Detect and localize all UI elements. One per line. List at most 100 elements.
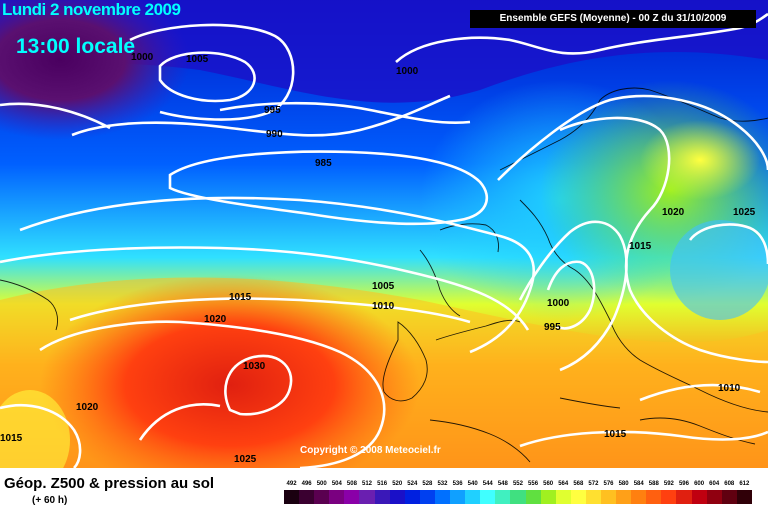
scale-label-580: 580 bbox=[618, 481, 629, 487]
isobar-label-1030: 1030 bbox=[243, 361, 266, 372]
scale-label-516: 516 bbox=[377, 481, 388, 487]
forecast-local-time: 13:00 locale bbox=[16, 35, 136, 58]
scale-swatch-576 bbox=[600, 490, 617, 504]
isobar-label-1010: 1010 bbox=[372, 301, 395, 312]
scale-swatch-524 bbox=[404, 490, 420, 504]
scale-label-608: 608 bbox=[724, 481, 735, 487]
weather-map: 1005 1000 995 990 985 1000 1015 1020 102… bbox=[0, 0, 768, 468]
scale-labels: 492 496 500 504 508 512 516 520 524 528 532 536 540 5… bbox=[284, 478, 752, 490]
scale-swatch-520 bbox=[389, 490, 405, 504]
scale-swatch-600 bbox=[691, 490, 707, 504]
scale-swatch-512 bbox=[359, 490, 375, 504]
scale-label-532: 532 bbox=[437, 481, 448, 487]
scale-swatch-556 bbox=[525, 490, 541, 504]
scale-label-524: 524 bbox=[407, 481, 418, 487]
forecast-lead-time: (+ 60 h) bbox=[32, 495, 68, 506]
scale-swatch-588 bbox=[646, 490, 662, 504]
scale-label-600: 600 bbox=[694, 481, 705, 487]
scale-swatch-544 bbox=[480, 490, 496, 504]
isobar-label-1000: 1000 bbox=[396, 66, 419, 77]
central-trough bbox=[670, 220, 768, 320]
scale-label-552: 552 bbox=[512, 481, 523, 487]
scale-swatch-584 bbox=[631, 490, 647, 504]
scale-label-604: 604 bbox=[709, 481, 720, 487]
scale-swatch-528 bbox=[419, 490, 435, 504]
scale-swatch-604 bbox=[706, 490, 722, 504]
scale-swatches bbox=[284, 490, 752, 504]
scale-label-512: 512 bbox=[362, 481, 373, 487]
scale-swatch-596 bbox=[676, 490, 692, 504]
scale-label-544: 544 bbox=[482, 481, 493, 487]
scale-swatch-516 bbox=[374, 490, 390, 504]
yellow-spot bbox=[640, 120, 760, 200]
isobar-label-1000-nw: 1000 bbox=[131, 52, 154, 63]
isobar-label-1020-e: 1020 bbox=[662, 207, 685, 218]
scale-label-564: 564 bbox=[558, 481, 569, 487]
scale-label-592: 592 bbox=[663, 481, 674, 487]
scale-label-504: 504 bbox=[331, 481, 342, 487]
scale-label-556: 556 bbox=[528, 481, 539, 487]
forecast-date: Lundi 2 novembre 2009 bbox=[2, 0, 181, 19]
scale-swatch-500 bbox=[314, 490, 330, 504]
scale-swatch-532 bbox=[434, 490, 451, 504]
scale-label-508: 508 bbox=[346, 481, 357, 487]
scale-swatch-560 bbox=[540, 490, 556, 504]
scale-swatch-492 bbox=[284, 490, 300, 504]
scale-label-568: 568 bbox=[573, 481, 584, 487]
scale-label-520: 520 bbox=[392, 481, 403, 487]
yellow-corner bbox=[0, 390, 70, 468]
scale-label-584: 584 bbox=[633, 481, 644, 487]
color-scale-legend: 492 496 500 504 508 512 516 520 524 528 532 536 540 5… bbox=[284, 478, 752, 504]
scale-swatch-572 bbox=[585, 490, 601, 504]
scale-swatch-592 bbox=[661, 490, 677, 504]
copyright-notice: Copyright © 2008 Meteociel.fr bbox=[300, 445, 441, 456]
scale-swatch-568 bbox=[570, 490, 586, 504]
isobar-lines bbox=[0, 12, 768, 468]
isobar-label-1005: 1005 bbox=[186, 54, 209, 65]
model-run-banner: Ensemble GEFS (Moyenne) - 00 Z du 31/10/… bbox=[470, 10, 756, 28]
scale-swatch-496 bbox=[299, 490, 315, 504]
scale-swatch-504 bbox=[329, 490, 345, 504]
scale-swatch-552 bbox=[510, 490, 526, 504]
scale-label-528: 528 bbox=[422, 481, 433, 487]
isobar-label-1020: 1020 bbox=[204, 314, 227, 325]
map-title: Géop. Z500 & pression au sol bbox=[4, 475, 215, 492]
isobar-label-1025-e: 1025 bbox=[733, 207, 756, 218]
scale-swatch-536 bbox=[450, 490, 466, 504]
isobar-label-1015: 1015 bbox=[229, 292, 252, 303]
scale-label-492: 492 bbox=[286, 481, 297, 487]
isobar-label-1005-mid: 1005 bbox=[372, 281, 395, 292]
scale-label-500: 500 bbox=[316, 481, 327, 487]
isobar-label-1015-se: 1015 bbox=[604, 429, 627, 440]
scale-swatch-540 bbox=[465, 490, 481, 504]
scale-label-572: 572 bbox=[588, 481, 599, 487]
isobar-label-985: 985 bbox=[315, 158, 332, 169]
scale-label-536: 536 bbox=[452, 481, 463, 487]
isobar-label-1015-sw: 1015 bbox=[0, 433, 23, 444]
map-footer: Géop. Z500 & pression au sol (+ 60 h) 49… bbox=[0, 468, 768, 512]
scale-swatch-548 bbox=[495, 490, 511, 504]
isobar-label-990: 990 bbox=[266, 129, 283, 140]
scale-label-612: 612 bbox=[739, 481, 750, 487]
scale-swatch-612 bbox=[736, 490, 752, 504]
scale-label-548: 548 bbox=[497, 481, 508, 487]
isobar-label-1025: 1025 bbox=[234, 454, 257, 465]
scale-label-596: 596 bbox=[678, 481, 689, 487]
isobar-label-1000-central: 1000 bbox=[547, 298, 570, 309]
isobar-label-1020-w: 1020 bbox=[76, 402, 99, 413]
isobar-label-995-central: 995 bbox=[544, 322, 561, 333]
scale-swatch-608 bbox=[721, 490, 737, 504]
isobar-label-1015-e: 1015 bbox=[629, 241, 652, 252]
scale-label-540: 540 bbox=[467, 481, 478, 487]
scale-label-576: 576 bbox=[603, 481, 614, 487]
scale-label-496: 496 bbox=[301, 481, 312, 487]
isobar-label-1010-e: 1010 bbox=[718, 383, 741, 394]
scale-label-588: 588 bbox=[648, 481, 659, 487]
isobar-label-995: 995 bbox=[264, 105, 281, 116]
scale-swatch-564 bbox=[555, 490, 571, 504]
scale-swatch-508 bbox=[344, 490, 360, 504]
scale-swatch-580 bbox=[616, 490, 632, 504]
scale-label-560: 560 bbox=[543, 481, 554, 487]
geopotential-field: 1005 1000 995 990 985 1000 1015 1020 102… bbox=[0, 0, 768, 468]
isobar-labels: 1005 1000 995 990 985 1000 1015 1020 102… bbox=[0, 52, 756, 465]
